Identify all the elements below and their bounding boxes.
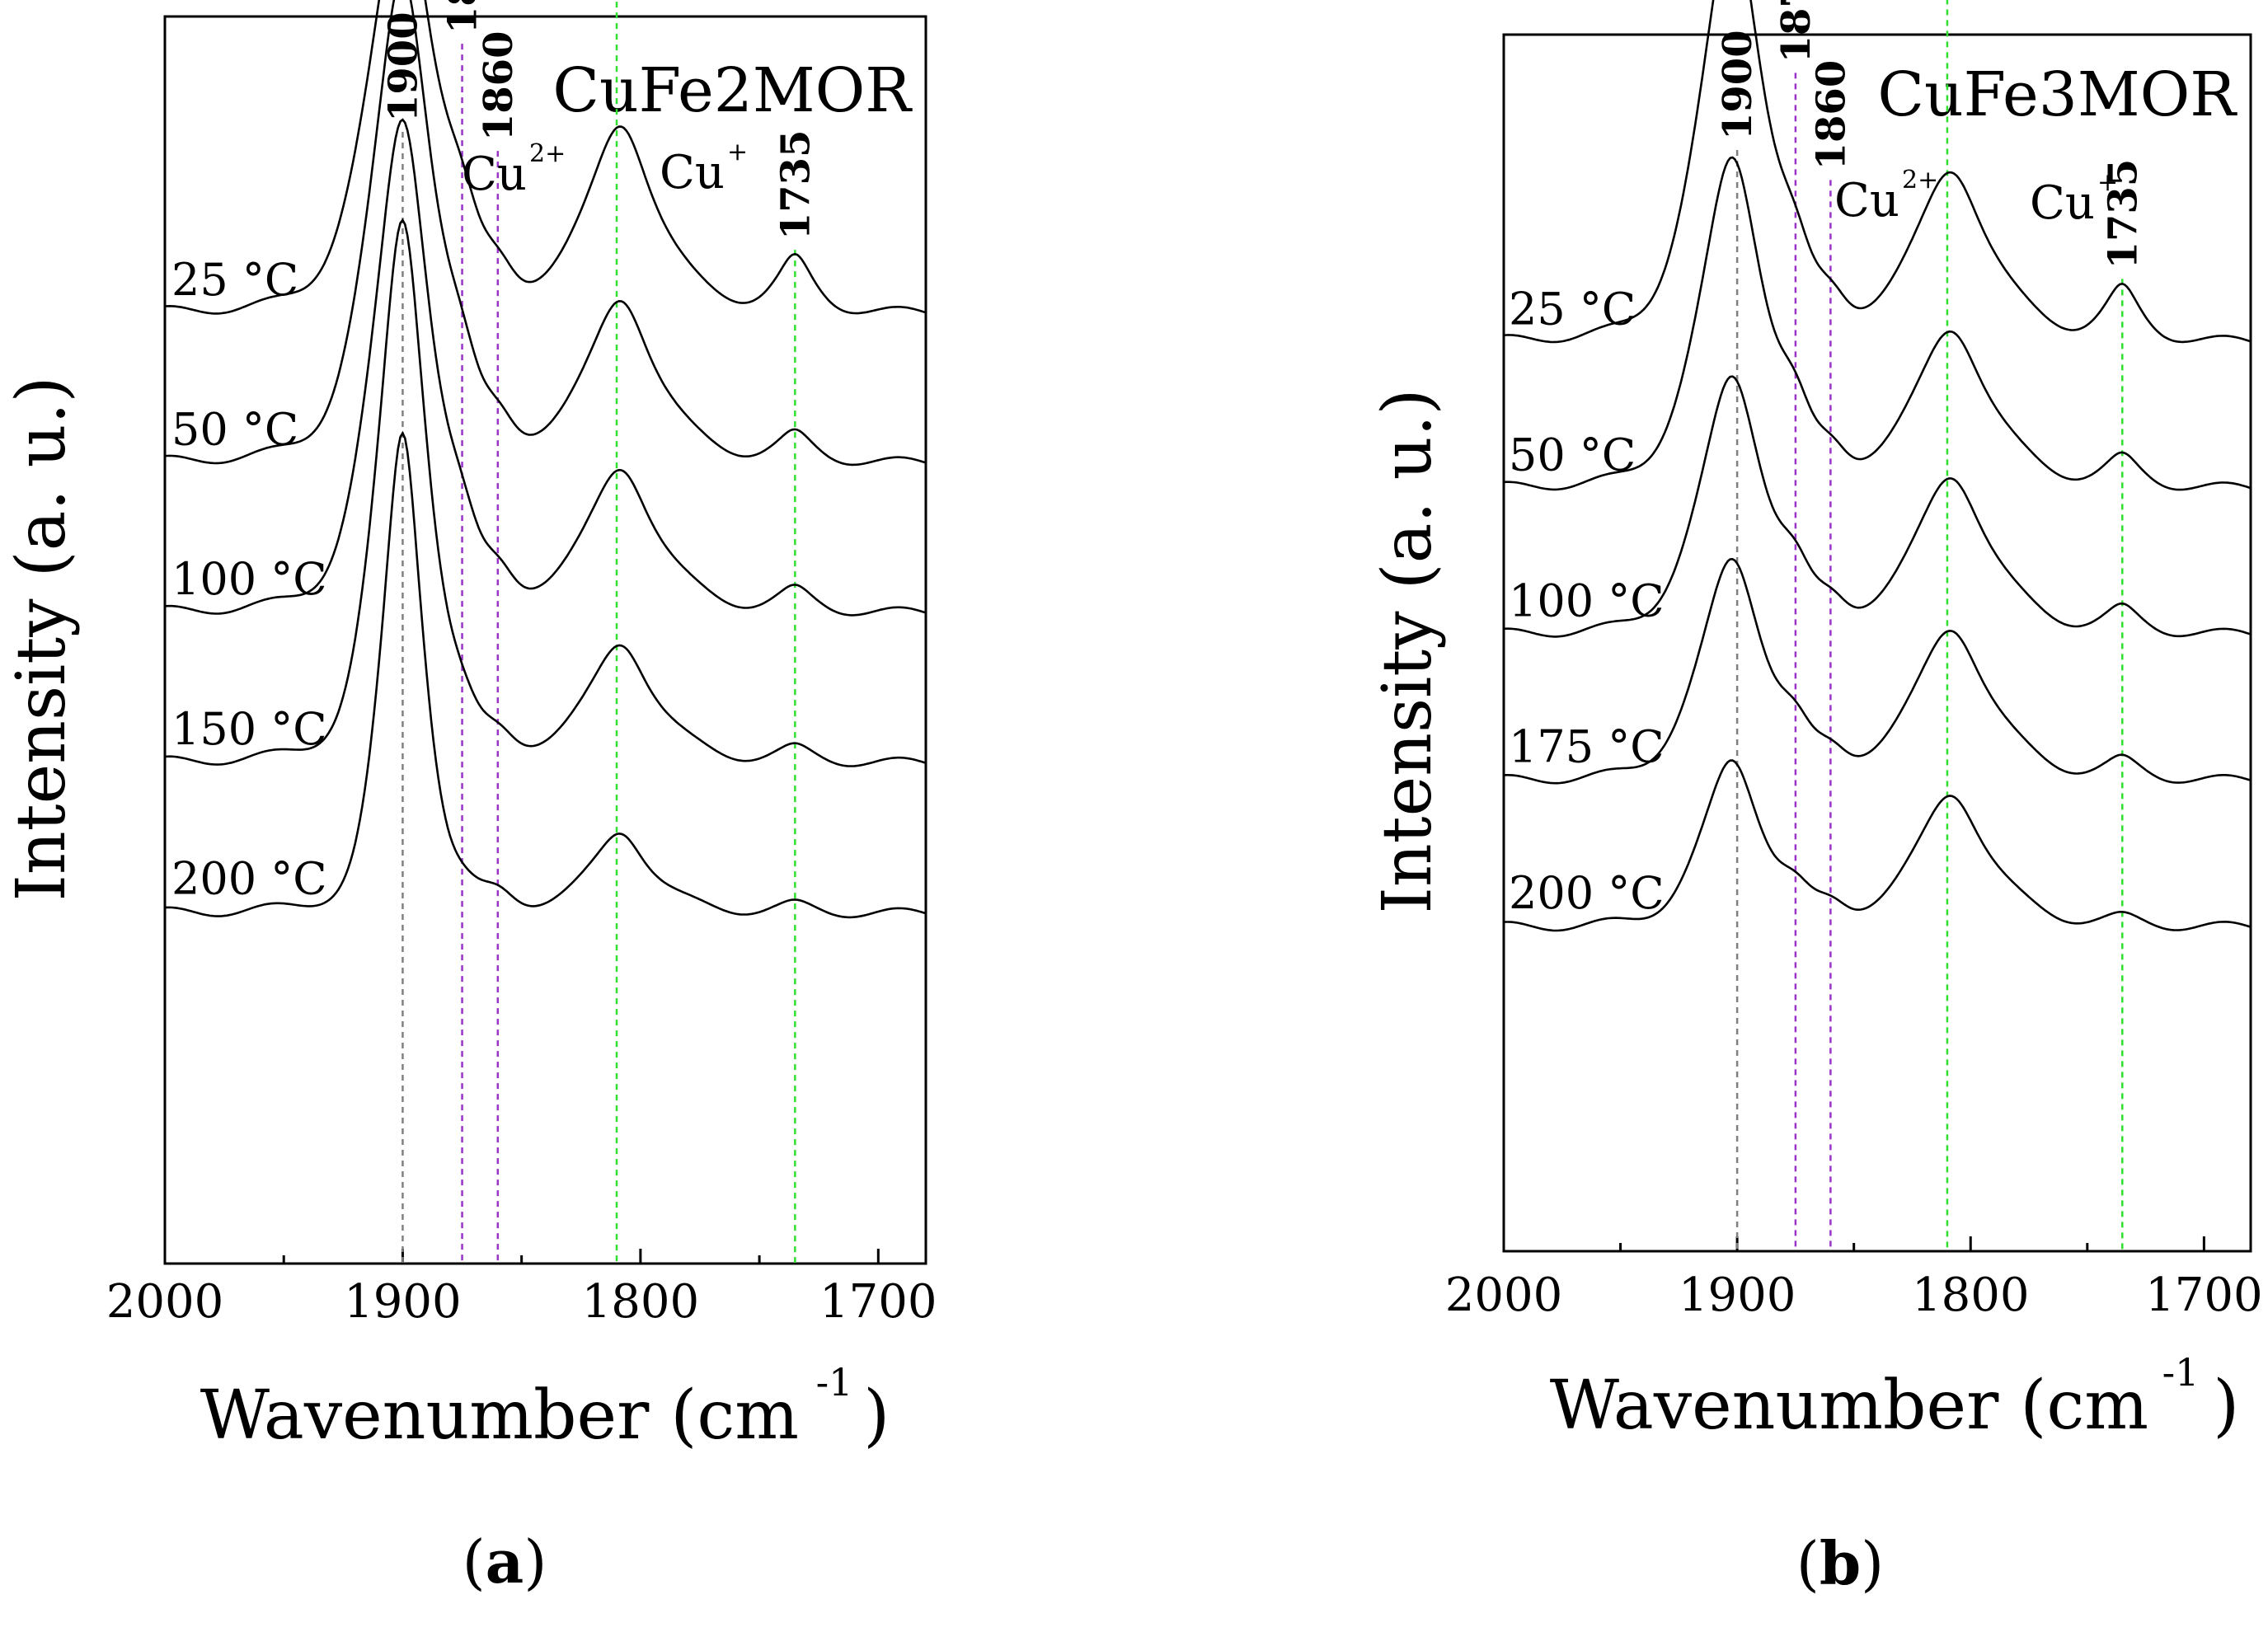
spectrum-line-150C (164, 218, 927, 767)
series-label: 100 °C (171, 553, 327, 605)
spectrum-line-175C (1503, 557, 2252, 785)
chart-panel-b: 2000 1900 1800 1700 Wavenumber (cm )-1 Intens… (1369, 0, 2263, 1598)
species-label-superscript: + (2097, 168, 2118, 197)
series-label: 200 °C (171, 852, 327, 904)
species-label-superscript: + (727, 138, 748, 166)
spectrum-line-25C (1503, 0, 2252, 344)
series-label: 150 °C (171, 703, 327, 755)
series-label: 175 °C (1509, 721, 1665, 773)
spectrum-line-50C (164, 0, 927, 467)
reference-label-1735: 1735 (2100, 159, 2146, 270)
series-label: 50 °C (171, 404, 298, 456)
chart-title: CuFe3MOR (1877, 59, 2237, 130)
panel-label: (b) (1796, 1528, 1885, 1598)
x-tick-label: 1700 (819, 1275, 937, 1329)
y-axis-label: Intensity (a. u.) (2, 376, 81, 901)
x-axis-label: Wavenumber (cm ) (200, 1376, 890, 1455)
series-label: 25 °C (171, 254, 298, 306)
x-tick-label: 1700 (2145, 1269, 2263, 1322)
series-label: 50 °C (1509, 429, 1636, 481)
plot-frame (1502, 33, 2252, 1253)
x-tick-label: 1800 (1912, 1269, 2030, 1322)
reference-label-1875: 1875 (1773, 0, 1820, 63)
spectrum-line-100C (164, 118, 927, 617)
chart-title: CuFe2MOR (552, 55, 913, 126)
reference-label-1875: 1875 (440, 0, 486, 34)
reference-label-1860: 1860 (1808, 60, 1854, 171)
spectrum-line-200C (1503, 759, 2252, 932)
x-axis-label: Wavenumber (cm ) (1550, 1367, 2239, 1445)
species-label-cuplus: Cu (660, 146, 725, 199)
spectrum-line-100C (1503, 375, 2252, 638)
x-tick-label: 1800 (582, 1275, 700, 1329)
species-label-cuplus: Cu (2030, 176, 2095, 230)
chart-panel-a: 2000 1900 1800 1700 Wavenumber (cm )-1 Intens… (2, 0, 937, 1597)
plot-frame (163, 15, 927, 1265)
x-tick-label: 2000 (106, 1275, 224, 1329)
x-axis-label-superscript: -1 (2162, 1350, 2200, 1395)
reference-label-1900: 1900 (1715, 30, 1761, 140)
species-label-superscript: 2+ (1902, 166, 1938, 195)
panel-label: (a) (463, 1526, 547, 1597)
series-label: 100 °C (1509, 575, 1665, 627)
reference-label-1735: 1735 (772, 130, 819, 241)
reference-label-1860: 1860 (476, 31, 522, 142)
x-tick-label: 2000 (1445, 1269, 1563, 1322)
series-label: 200 °C (1509, 867, 1665, 919)
spectrum-line-200C (164, 430, 927, 919)
x-tick-label: 1900 (344, 1275, 462, 1329)
x-tick-label: 1900 (1679, 1269, 1796, 1322)
spectrum-line-25C (164, 0, 927, 315)
y-axis-label: Intensity (a. u.) (1369, 388, 1447, 913)
spectrum-line-50C (1503, 156, 2252, 491)
series-label: 25 °C (1509, 283, 1636, 335)
species-label-cu2plus: Cu (1834, 174, 1899, 227)
species-label-superscript: 2+ (529, 139, 566, 168)
x-axis-label-superscript: -1 (816, 1360, 853, 1405)
